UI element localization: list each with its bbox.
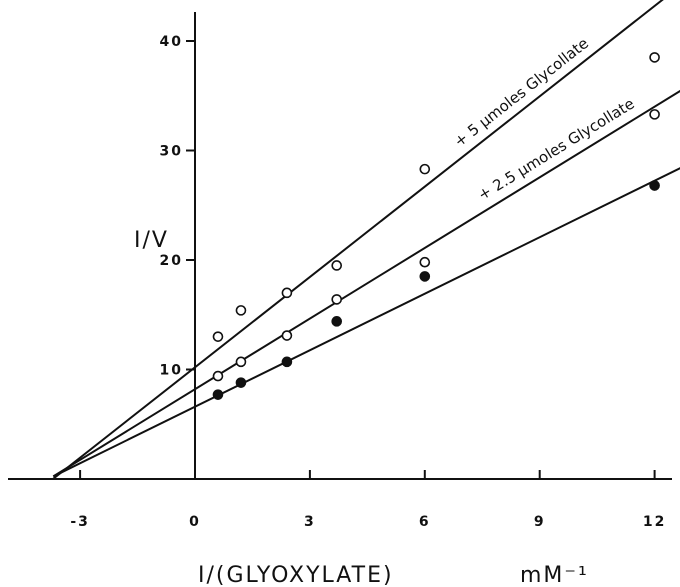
- open-data-point: [649, 52, 660, 63]
- x-tick-label: 6: [419, 514, 431, 530]
- filled-data-point: [212, 389, 224, 400]
- filled-data-point: [419, 271, 431, 282]
- open-data-point: [281, 330, 293, 341]
- y-tick-label: 30: [160, 144, 183, 160]
- open-data-point: [649, 109, 660, 120]
- x-tick-label: 12: [643, 514, 666, 530]
- open-data-point: [281, 287, 293, 299]
- x-tick-label: 3: [304, 514, 316, 530]
- filled-data-point: [281, 356, 293, 368]
- x-axis-title: I/(GLYOXYLATE): [198, 563, 394, 587]
- filled-data-point: [331, 316, 343, 327]
- filled-data-point: [235, 377, 247, 388]
- open-data-point: [419, 163, 431, 175]
- open-data-point: [419, 256, 431, 268]
- filled-data-point: [649, 180, 660, 191]
- x-tick-label: -3: [70, 514, 90, 530]
- y-axis-title: I/V: [134, 228, 169, 253]
- x-tick-label: 9: [534, 514, 546, 530]
- open-data-point: [212, 370, 224, 382]
- open-data-point: [331, 294, 343, 305]
- y-tick-label: 40: [160, 34, 183, 50]
- y-tick-label: 20: [160, 253, 183, 269]
- regression-line: [52, 0, 664, 480]
- open-data-point: [212, 331, 224, 342]
- y-tick-label: 10: [160, 363, 183, 379]
- x-axis-unit: mM⁻¹: [520, 563, 589, 587]
- open-data-point: [331, 260, 343, 271]
- open-data-point: [235, 305, 247, 316]
- regression-line: [52, 89, 680, 478]
- x-tick-label: 0: [189, 514, 201, 530]
- open-data-point: [235, 356, 247, 368]
- regression-line: [52, 167, 680, 478]
